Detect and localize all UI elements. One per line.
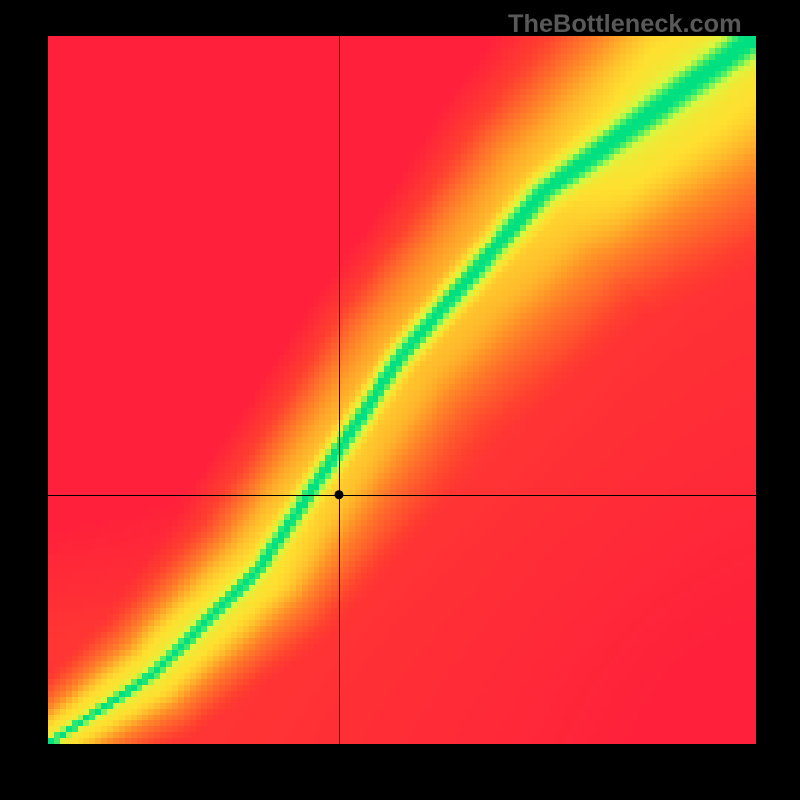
bottleneck-heatmap	[48, 36, 756, 744]
watermark-text: TheBottleneck.com	[508, 10, 742, 39]
